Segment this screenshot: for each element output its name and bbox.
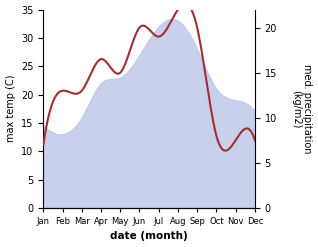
Y-axis label: max temp (C): max temp (C) [5, 75, 16, 143]
X-axis label: date (month): date (month) [110, 231, 188, 242]
Y-axis label: med. precipitation
(kg/m2): med. precipitation (kg/m2) [291, 64, 313, 153]
